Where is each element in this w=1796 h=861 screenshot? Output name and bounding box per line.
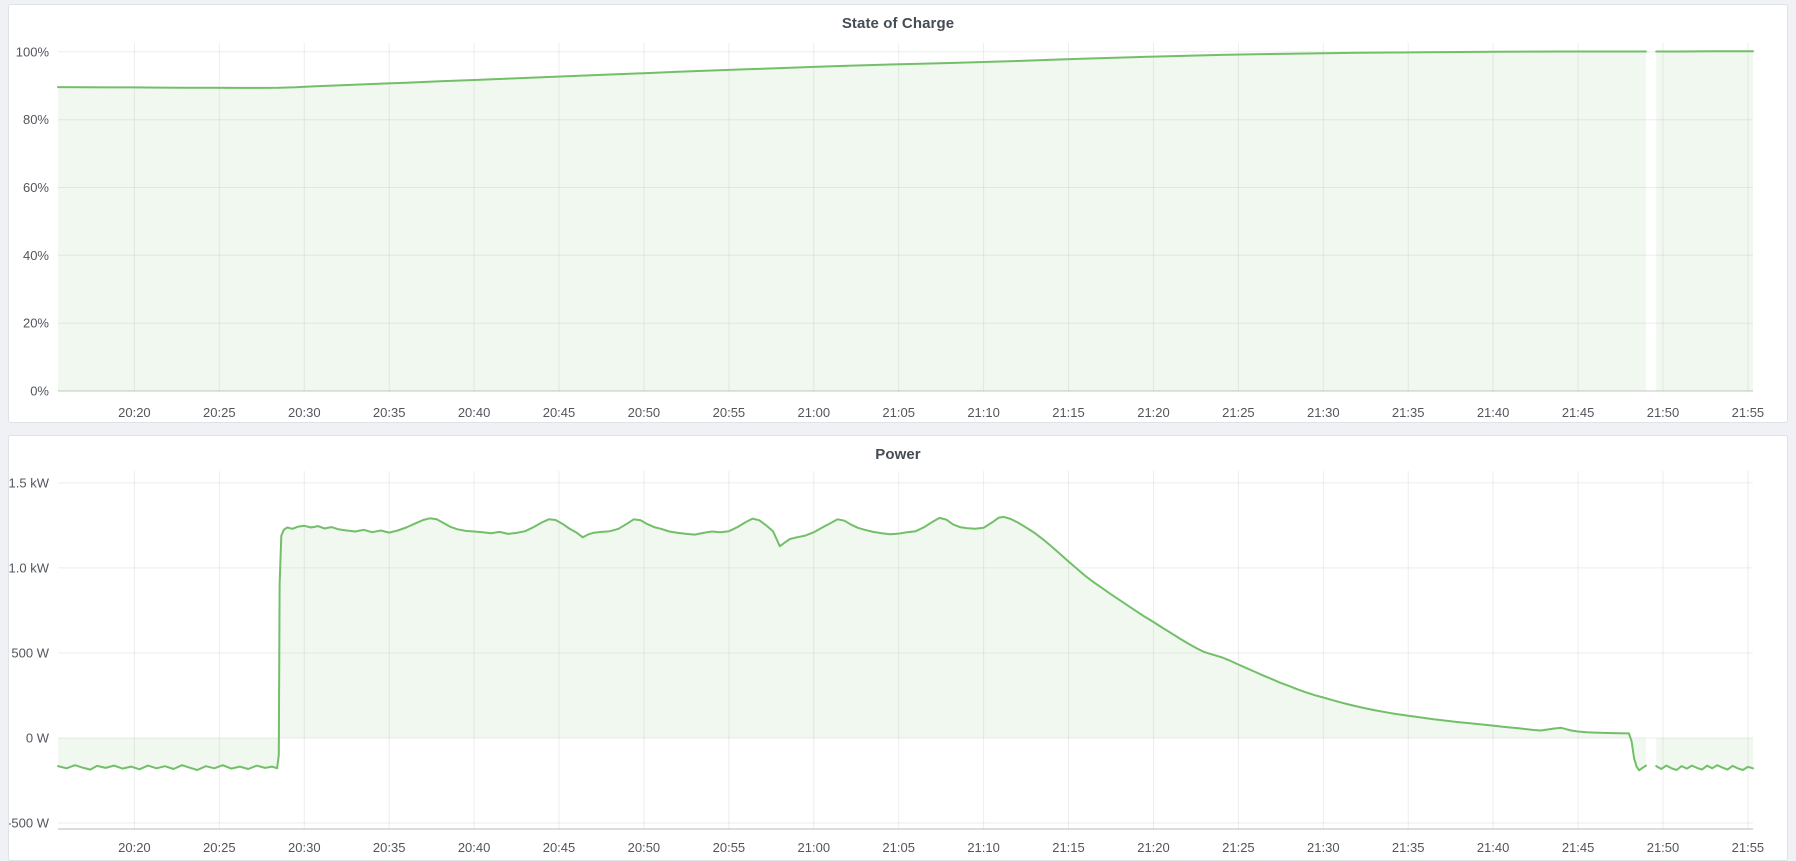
x-tick-label: 20:55 [713, 840, 746, 855]
x-tick-label: 21:15 [1052, 405, 1085, 420]
x-tick-label: 21:10 [967, 405, 1000, 420]
axis-tick-labels: 0% 20% 40% 60% 80% 100% 20:20 20:25 20:30 20:35 20… [16, 44, 1764, 420]
y-tick-label: 100% [16, 44, 50, 59]
x-tick-label: 21:15 [1052, 840, 1085, 855]
series-area-segment-0 [58, 51, 1646, 391]
grid-lines [58, 471, 1753, 829]
panel-state-of-charge: 0% 20% 40% 60% 80% 100% 20:20 20:25 20:30 20:35 20… [8, 4, 1788, 423]
x-tick-label: 20:40 [458, 405, 491, 420]
x-tick-label: 21:55 [1732, 405, 1765, 420]
y-tick-label: 500 W [11, 646, 49, 661]
y-tick-label: 1.5 kW [9, 475, 50, 490]
x-tick-label: 21:25 [1222, 405, 1255, 420]
series-area-segment-1 [1656, 738, 1753, 770]
grid-lines [58, 43, 1753, 392]
x-tick-label: 21:30 [1307, 405, 1340, 420]
x-tick-label: 20:45 [543, 840, 576, 855]
x-tick-label: 21:35 [1392, 405, 1425, 420]
x-tick-label: 21:25 [1222, 840, 1255, 855]
axis-tick-labels: -500 W 0 W 500 W 1.0 kW 1.5 kW 20:20 20:25 20:3… [9, 475, 1764, 855]
x-tick-label: 21:20 [1137, 405, 1170, 420]
x-tick-label: 20:35 [373, 840, 406, 855]
y-tick-label: 0% [30, 384, 49, 399]
x-tick-label: 21:00 [798, 405, 831, 420]
x-tick-label: 20:20 [118, 405, 151, 420]
y-tick-label: 1.0 kW [9, 560, 50, 575]
x-tick-label: 21:05 [882, 405, 915, 420]
x-tick-label: 20:50 [628, 405, 661, 420]
x-tick-label: 21:35 [1392, 840, 1425, 855]
x-tick-label: 20:35 [373, 405, 406, 420]
x-tick-label: 21:55 [1732, 840, 1765, 855]
x-tick-label: 21:50 [1647, 840, 1680, 855]
x-tick-label: 21:10 [967, 840, 1000, 855]
soc-panel-title[interactable]: State of Charge [841, 15, 955, 32]
x-tick-label: 20:20 [118, 840, 151, 855]
series-line-segment-1 [1655, 764, 1754, 771]
x-tick-label: 20:50 [628, 840, 661, 855]
y-tick-label: 60% [23, 180, 49, 195]
x-tick-label: 21:30 [1307, 840, 1340, 855]
x-tick-label: 21:45 [1562, 405, 1595, 420]
x-tick-label: 21:20 [1137, 840, 1170, 855]
power-chart-plot[interactable]: -500 W 0 W 500 W 1.0 kW 1.5 kW 20:20 20:25 20:3… [9, 436, 1787, 860]
y-tick-label: 40% [23, 248, 49, 263]
x-tick-label: 21:40 [1477, 840, 1510, 855]
x-tick-label: 20:45 [543, 405, 576, 420]
panel-power: -500 W 0 W 500 W 1.0 kW 1.5 kW 20:20 20:25 20:3… [8, 435, 1788, 861]
x-tick-label: 20:30 [288, 840, 321, 855]
x-tick-label: 20:25 [203, 840, 236, 855]
x-tick-label: 21:50 [1647, 405, 1680, 420]
series-line-segment-0 [57, 515, 1647, 772]
x-tick-label: 20:40 [458, 840, 491, 855]
x-tick-label: 21:00 [798, 840, 831, 855]
x-tick-label: 20:25 [203, 405, 236, 420]
x-tick-label: 21:40 [1477, 405, 1510, 420]
y-tick-label: 80% [23, 112, 49, 127]
y-tick-label: -500 W [9, 816, 50, 831]
y-tick-label: 0 W [26, 731, 50, 746]
series-area-segment-0 [58, 516, 1646, 771]
y-tick-label: 20% [23, 316, 49, 331]
soc-chart-plot[interactable]: 0% 20% 40% 60% 80% 100% 20:20 20:25 20:30 20:35 20… [9, 5, 1787, 422]
series-line-segment-0 [57, 50, 1647, 89]
x-tick-label: 20:30 [288, 405, 321, 420]
x-tick-label: 20:55 [713, 405, 746, 420]
x-tick-label: 21:05 [882, 840, 915, 855]
x-tick-label: 21:45 [1562, 840, 1595, 855]
power-panel-title[interactable]: Power [875, 446, 921, 463]
series-area-segment-1 [1656, 51, 1753, 392]
